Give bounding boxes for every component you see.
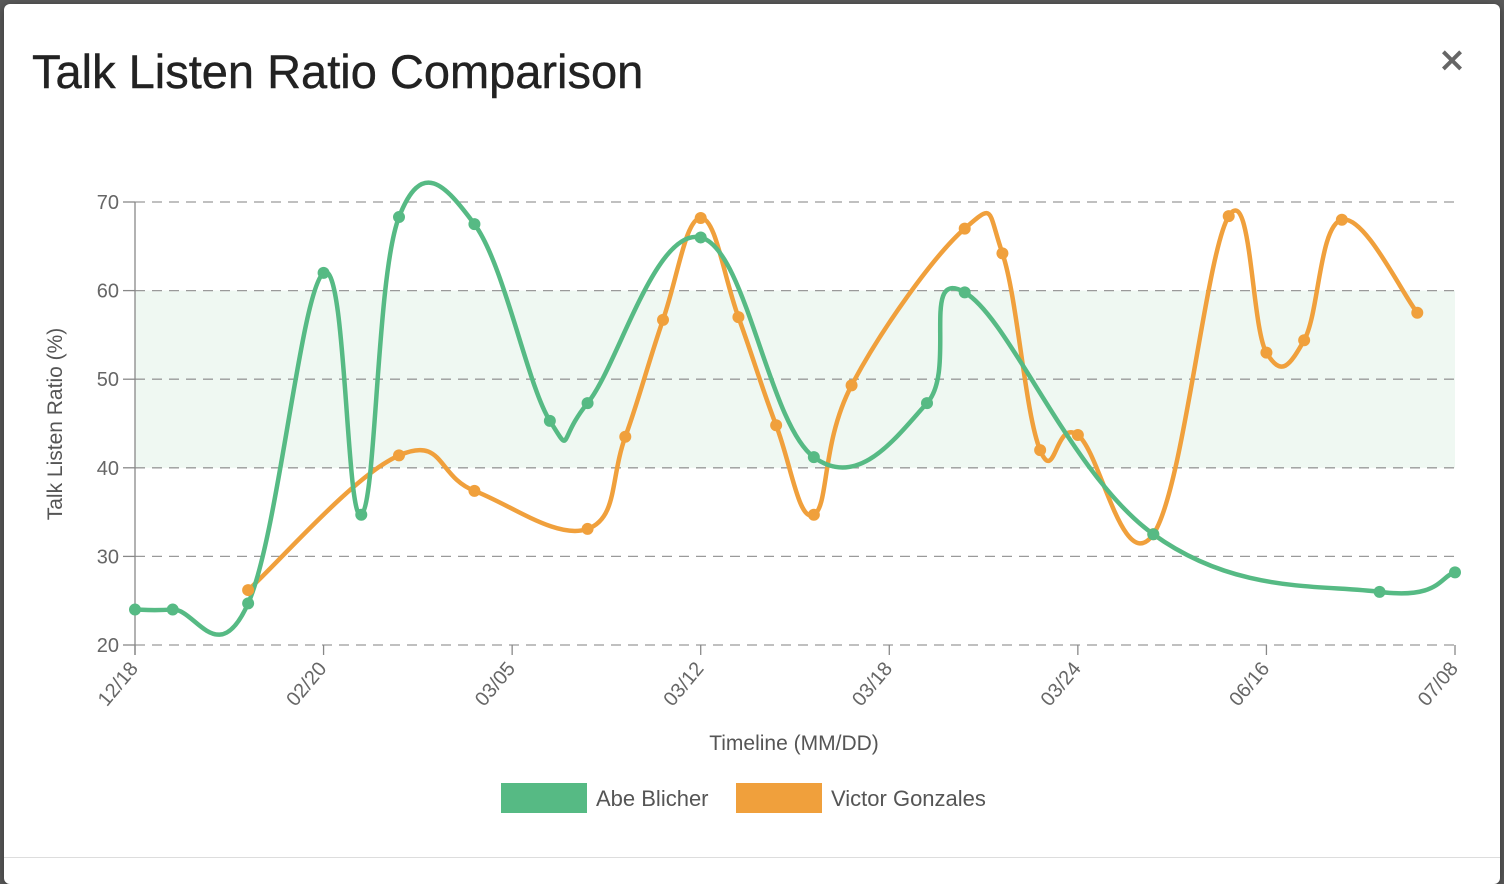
- data-point-abe-blicher-0[interactable]: [129, 603, 141, 616]
- x-tick-label-03-18: 03/18: [848, 658, 897, 710]
- legend-label-victor-gonzales[interactable]: Victor Gonzales: [831, 786, 986, 811]
- data-point-abe-blicher-13[interactable]: [1147, 528, 1160, 541]
- data-point-abe-blicher-4[interactable]: [355, 508, 368, 521]
- data-point-victor-gonzales-11[interactable]: [958, 222, 971, 235]
- data-point-victor-gonzales-16[interactable]: [1222, 210, 1235, 223]
- data-point-victor-gonzales-2[interactable]: [468, 484, 481, 497]
- x-axis-title: Timeline (MM/DD): [709, 732, 879, 755]
- x-tick-label-07-08: 07/08: [1414, 658, 1463, 710]
- data-point-victor-gonzales-8[interactable]: [770, 419, 783, 432]
- y-tick-label-20: 20: [97, 635, 119, 657]
- data-point-abe-blicher-6[interactable]: [468, 218, 481, 231]
- data-point-abe-blicher-2[interactable]: [242, 597, 255, 610]
- legend-swatch-abe-blicher[interactable]: [501, 783, 587, 813]
- y-tick-label-60: 60: [97, 281, 119, 303]
- modal-footer-divider: [4, 857, 1500, 858]
- data-point-victor-gonzales-20[interactable]: [1411, 306, 1424, 319]
- data-point-abe-blicher-11[interactable]: [921, 397, 933, 410]
- data-point-victor-gonzales-13[interactable]: [1034, 444, 1047, 457]
- y-tick-label-50: 50: [97, 369, 119, 391]
- data-point-victor-gonzales-9[interactable]: [807, 508, 820, 521]
- x-tick-label-03-12: 03/12: [660, 658, 709, 710]
- data-point-abe-blicher-12[interactable]: [958, 286, 971, 299]
- x-tick-label-06-16: 06/16: [1225, 658, 1274, 710]
- data-point-victor-gonzales-10[interactable]: [845, 379, 858, 392]
- y-tick-label-40: 40: [97, 458, 119, 480]
- data-point-victor-gonzales-14[interactable]: [1071, 429, 1084, 442]
- data-point-abe-blicher-5[interactable]: [393, 211, 405, 224]
- data-point-victor-gonzales-19[interactable]: [1335, 213, 1348, 226]
- y-axis-title: Talk Listen Ratio (%): [44, 328, 67, 521]
- data-point-victor-gonzales-18[interactable]: [1298, 334, 1311, 347]
- modal-title: Talk Listen Ratio Comparison: [32, 45, 644, 98]
- y-tick-label-70: 70: [97, 192, 119, 214]
- x-tick-label-03-05: 03/05: [471, 658, 520, 710]
- close-button[interactable]: ×: [1432, 40, 1472, 80]
- data-point-victor-gonzales-1[interactable]: [393, 449, 405, 462]
- data-point-abe-blicher-15[interactable]: [1449, 566, 1461, 579]
- data-point-victor-gonzales-5[interactable]: [657, 313, 669, 326]
- data-point-victor-gonzales-7[interactable]: [732, 311, 745, 324]
- x-tick-label-02-20: 02/20: [282, 658, 331, 710]
- data-point-abe-blicher-7[interactable]: [543, 414, 556, 427]
- series-line-abe-blicher: [132, 180, 1458, 637]
- data-point-victor-gonzales-3[interactable]: [581, 522, 594, 535]
- data-point-victor-gonzales-6[interactable]: [694, 211, 707, 224]
- data-point-abe-blicher-10[interactable]: [807, 451, 820, 464]
- legend-label-abe-blicher[interactable]: Abe Blicher: [596, 786, 709, 811]
- x-tick-label-03-24: 03/24: [1037, 658, 1086, 710]
- data-point-abe-blicher-8[interactable]: [581, 397, 594, 410]
- y-tick-label-30: 30: [97, 546, 119, 568]
- data-point-victor-gonzales-17[interactable]: [1260, 346, 1273, 359]
- data-point-abe-blicher-9[interactable]: [694, 231, 707, 244]
- data-point-abe-blicher-1[interactable]: [166, 603, 179, 616]
- legend-swatch-victor-gonzales[interactable]: [736, 783, 822, 813]
- data-point-victor-gonzales-4[interactable]: [619, 430, 632, 443]
- data-point-victor-gonzales-12[interactable]: [996, 247, 1009, 260]
- x-tick-label-12-18: 12/18: [94, 658, 143, 710]
- series-line-victor-gonzales: [245, 208, 1420, 593]
- target-range-band: [135, 290, 1455, 468]
- data-point-abe-blicher-14[interactable]: [1373, 585, 1386, 598]
- data-point-abe-blicher-3[interactable]: [317, 266, 330, 279]
- data-point-victor-gonzales-0[interactable]: [242, 584, 255, 597]
